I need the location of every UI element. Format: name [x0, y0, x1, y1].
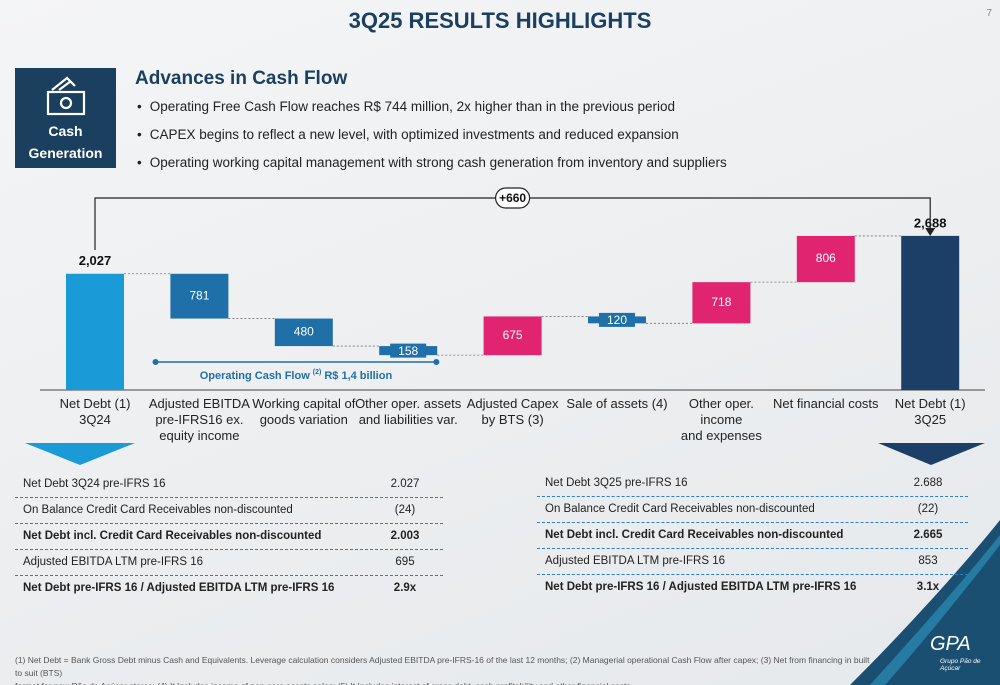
x-tick-label: Adjusted EBITDA pre-IFRS16 ex. equity in… [148, 396, 250, 443]
row-label: Net Debt 3Q25 pre-IFRS 16 [545, 477, 688, 489]
x-tick-label: Adjusted Capex by BTS (3) [466, 396, 559, 427]
data-label: 120 [607, 313, 627, 327]
row-label: Net Debt 3Q24 pre-IFRS 16 [23, 478, 166, 490]
label-box [390, 343, 427, 358]
bar [170, 273, 229, 319]
table-row: On Balance Credit Card Receivables non-d… [15, 498, 443, 524]
table-row: Net Debt 3Q24 pre-IFRS 16 2.027 [15, 472, 443, 498]
slide-title: 3Q25 RESULTS HIGHLIGHTS [348, 8, 652, 33]
row-value: 2.003 [390, 530, 420, 542]
table-row: Adjusted EBITDA LTM pre-IFRS 16 695 [15, 550, 443, 576]
row-value: 2.9x [393, 582, 417, 594]
row-value: 2.027 [390, 478, 420, 490]
bracket-label: +660 [499, 191, 526, 205]
summary-table: Net Debt 3Q25 pre-IFRS 16 2.688 On Balance… [537, 471, 968, 600]
section-title: Advances in Cash Flow [135, 68, 348, 89]
icon-label: Generation [28, 145, 103, 161]
x-tick-label: Net financial costs [773, 396, 879, 411]
total-pointer [25, 443, 135, 465]
bar [692, 282, 751, 324]
note-dot [433, 359, 440, 365]
icon-box: Cash Generation [15, 68, 116, 168]
table-row: Net Debt incl. Credit Card Receivables n… [537, 523, 968, 549]
x-tick-label: Sale of assets (4) [566, 396, 668, 411]
bracket-pill [495, 187, 531, 209]
footnote: (1) Net Debt = Bank Gross Debt minus Cas… [15, 655, 870, 678]
row-label: Adjusted EBITDA LTM pre-IFRS 16 [545, 555, 726, 567]
x-tick-label: Other oper. income and expenses [680, 396, 762, 443]
row-value: 3.1x [916, 581, 940, 593]
note-dot [152, 359, 159, 365]
data-label: 718 [711, 295, 731, 309]
bar [66, 273, 124, 390]
data-label: 480 [294, 324, 314, 338]
row-value: (22) [917, 503, 939, 515]
x-tick-label: Net Debt (1) 3Q24 [59, 396, 131, 427]
bullet-list: Operating Free Cash Flow reaches R$ 744 … [137, 96, 727, 180]
icon-label: Cash [48, 123, 83, 139]
data-label: 781 [189, 288, 209, 302]
row-label: Net Debt incl. Credit Card Receivables n… [23, 530, 322, 542]
row-label: On Balance Credit Card Receivables non-d… [23, 504, 293, 516]
x-tick-label: Net Debt (1) 3Q25 [894, 396, 966, 427]
note-ref: (2) [313, 369, 322, 376]
row-label: On Balance Credit Card Receivables non-d… [545, 503, 815, 515]
note-value: R$ 1,4 billion [324, 370, 392, 382]
bullet: Operating Free Cash Flow reaches R$ 744 … [137, 96, 727, 124]
data-label: 2,027 [79, 253, 112, 268]
row-label: Adjusted EBITDA LTM pre-IFRS 16 [23, 556, 204, 568]
row-value: 853 [918, 555, 938, 567]
note: Operating Cash Flow (2) R$ 1,4 billion [200, 369, 393, 382]
summary-table: Net Debt 3Q24 pre-IFRS 16 2.027 On Balance… [15, 472, 443, 601]
row-label: Net Debt pre-IFRS 16 / Adjusted EBITDA L… [23, 582, 335, 594]
bullet: CAPEX begins to reflect a new level, wit… [137, 124, 727, 152]
x-tick-label: Working capital of goods variation [252, 396, 356, 427]
row-value: 2.688 [913, 477, 943, 489]
bar [796, 235, 855, 283]
note-text: Operating Cash Flow [200, 370, 310, 382]
total-pointer [878, 443, 985, 465]
bullet: Operating working capital management wit… [137, 152, 727, 180]
row-label: Net Debt incl. Credit Card Receivables n… [545, 529, 844, 541]
data-label: 806 [816, 251, 836, 265]
bar [274, 318, 333, 347]
bar [901, 235, 960, 390]
table-row: Net Debt pre-IFRS 16 / Adjusted EBITDA L… [15, 576, 443, 601]
row-value: (24) [394, 504, 416, 516]
label-box [599, 312, 635, 327]
logo-tagline: Grupo Pão de Açúcar [940, 658, 981, 672]
table-row: Net Debt 3Q25 pre-IFRS 16 2.688 [537, 471, 968, 497]
table-row: Adjusted EBITDA LTM pre-IFRS 16 853 [537, 549, 968, 575]
table-row: On Balance Credit Card Receivables non-d… [537, 497, 968, 523]
logo: GPA [930, 633, 971, 655]
table-row: Net Debt pre-IFRS 16 / Adjusted EBITDA L… [537, 575, 968, 600]
row-value: 695 [395, 556, 415, 568]
row-label: Net Debt pre-IFRS 16 / Adjusted EBITDA L… [545, 581, 857, 593]
bracket-arrow [925, 228, 936, 236]
data-label: 675 [503, 328, 523, 342]
footnotes: (1) Net Debt = Bank Gross Debt minus Cas… [15, 654, 875, 685]
bar [483, 316, 542, 356]
data-label: 158 [398, 344, 418, 358]
x-tick-label: Other oper. assets and liabilities var. [355, 396, 462, 427]
cash-icon [46, 76, 86, 116]
footnote: format for new Pão de Açúcar stores; (4)… [15, 680, 875, 685]
page-number: 7 [986, 8, 992, 19]
row-value: 2.665 [913, 529, 943, 541]
table-row: Net Debt incl. Credit Card Receivables n… [15, 524, 443, 550]
